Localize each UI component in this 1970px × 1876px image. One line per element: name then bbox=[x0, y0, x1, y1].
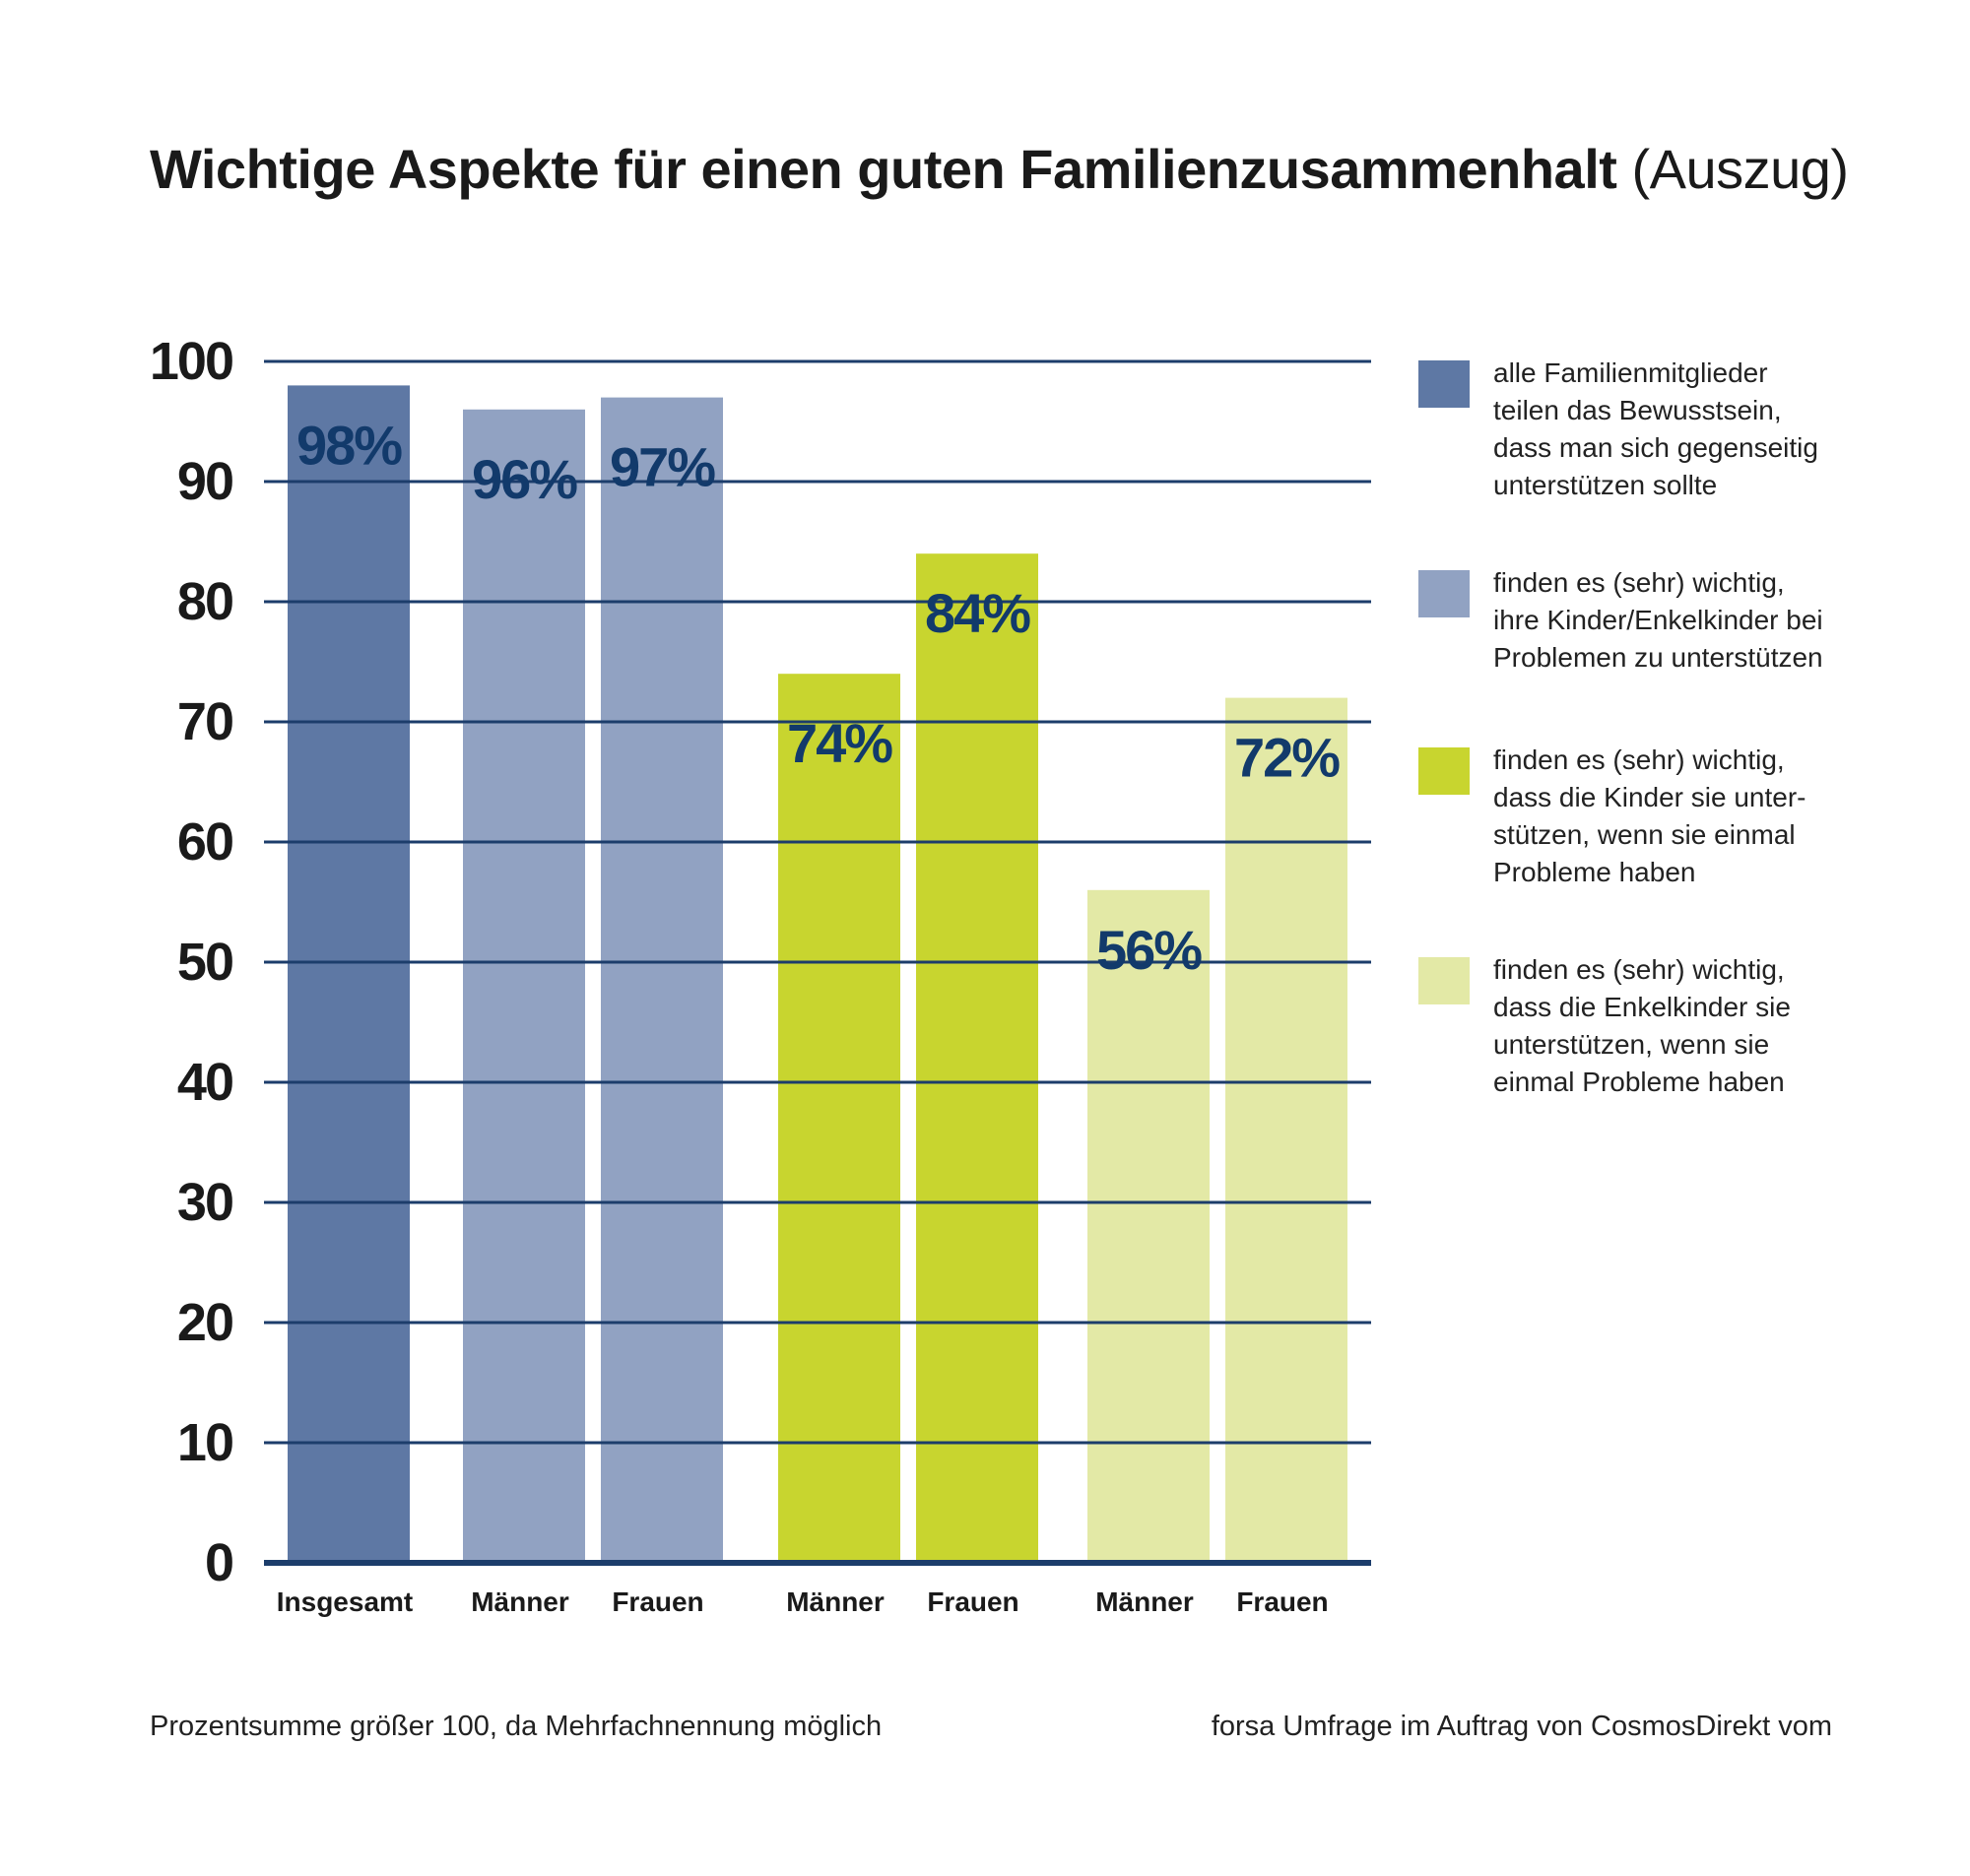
legend-label: alle Familienmitglieder teilen das Bewus… bbox=[1493, 357, 1818, 500]
x-tick-label: Frauen bbox=[927, 1586, 1018, 1617]
y-tick-label: 80 bbox=[177, 572, 232, 631]
x-tick-label: Frauen bbox=[1236, 1586, 1328, 1617]
y-tick-label: 60 bbox=[177, 812, 232, 872]
bar bbox=[288, 385, 410, 1563]
y-tick-label: 100 bbox=[150, 332, 232, 391]
data-label: 74% bbox=[787, 712, 892, 774]
legend-swatch bbox=[1418, 957, 1470, 1004]
bar-chart: 0 10 20 30 40 50 60 70 80 90 100 98% Insgesamt 96% Män… bbox=[150, 332, 1371, 1617]
bar bbox=[778, 674, 900, 1563]
y-tick-label: 10 bbox=[177, 1413, 232, 1472]
x-tick-label: Männer bbox=[471, 1586, 569, 1617]
data-label: 96% bbox=[472, 448, 577, 510]
legend-swatch bbox=[1418, 747, 1470, 795]
x-tick-label: Frauen bbox=[612, 1586, 703, 1617]
x-tick-label: Männer bbox=[786, 1586, 885, 1617]
bar bbox=[601, 397, 723, 1564]
data-label: 56% bbox=[1096, 919, 1202, 981]
source-note: forsa Umfrage im Auftrag von CosmosDirek… bbox=[1211, 1711, 1832, 1742]
legend-swatch bbox=[1418, 570, 1470, 617]
legend-label: finden es (sehr) wichtig, ihre Kinder/En… bbox=[1493, 567, 1823, 673]
data-label: 84% bbox=[925, 582, 1030, 644]
legend-label: finden es (sehr) wichtig, dass die Kinde… bbox=[1493, 744, 1806, 887]
y-tick-label: 90 bbox=[177, 452, 232, 511]
y-tick-label: 20 bbox=[177, 1293, 232, 1352]
data-label: 97% bbox=[610, 436, 715, 498]
y-tick-label: 0 bbox=[205, 1533, 232, 1592]
y-tick-label: 50 bbox=[177, 933, 232, 992]
data-label: 72% bbox=[1234, 727, 1340, 789]
bar bbox=[1087, 889, 1210, 1563]
y-tick-label: 70 bbox=[177, 692, 232, 751]
chart-title-main: Wichtige Aspekte für einen guten Familie… bbox=[150, 138, 1617, 200]
bar bbox=[916, 553, 1038, 1564]
x-tick-label: Insgesamt bbox=[277, 1586, 414, 1617]
x-tick-label: Männer bbox=[1095, 1586, 1194, 1617]
footnote: Prozentsumme größer 100, da Mehrfachnenn… bbox=[150, 1711, 883, 1742]
chart-title-sub: (Auszug) bbox=[1631, 138, 1849, 200]
legend-label: finden es (sehr) wichtig, dass die Enkel… bbox=[1493, 954, 1791, 1097]
y-tick-label: 30 bbox=[177, 1173, 232, 1232]
y-tick-label: 40 bbox=[177, 1053, 232, 1112]
legend-swatch bbox=[1418, 360, 1470, 408]
chart-title: Wichtige Aspekte für einen guten Familie… bbox=[150, 136, 1849, 203]
bar bbox=[1225, 697, 1347, 1563]
data-label: 98% bbox=[296, 414, 402, 476]
bar bbox=[463, 409, 585, 1563]
